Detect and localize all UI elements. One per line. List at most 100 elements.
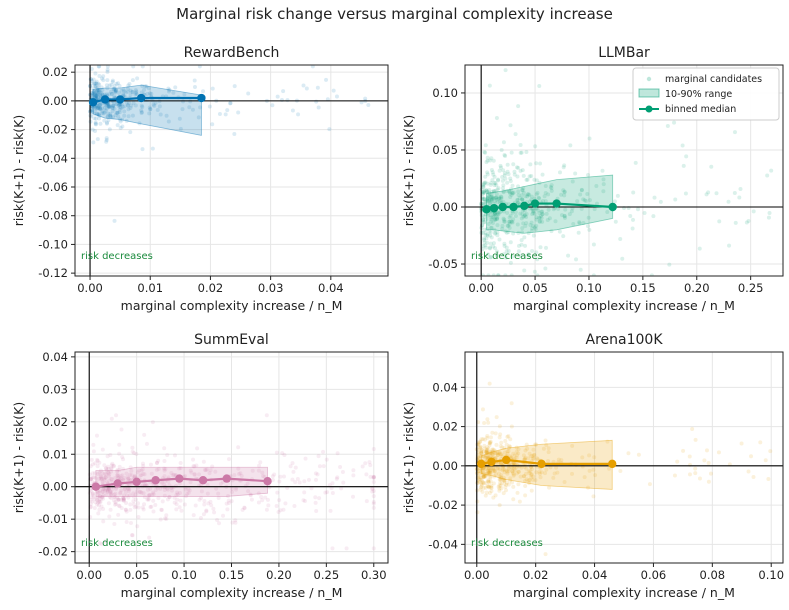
scatter-point [498, 480, 503, 485]
scatter-point [160, 499, 165, 504]
scatter-point [119, 427, 124, 432]
axes-frame [464, 64, 784, 277]
scatter-point [630, 226, 635, 231]
scatter-point [523, 448, 528, 453]
scatter-point [104, 83, 109, 88]
scatter-point [489, 235, 494, 240]
scatter-point [482, 199, 487, 204]
scatter-point [103, 472, 108, 477]
scatter-point [529, 194, 534, 199]
scatter-point [102, 472, 107, 477]
scatter-point [505, 180, 510, 185]
scatter-point [557, 170, 562, 175]
scatter-point [236, 445, 241, 450]
scatter-point [478, 439, 483, 444]
scatter-point [605, 439, 610, 444]
scatter-point [138, 489, 143, 494]
scatter-point [482, 236, 487, 241]
scatter-point [488, 226, 493, 231]
scatter-point [494, 195, 499, 200]
scatter-point [131, 502, 136, 507]
scatter-point [197, 497, 202, 502]
scatter-point [491, 196, 496, 201]
panel-llmbar: 0.00 0.05 0.10 0.15 0.20 0.25-0.050.000.050.1… [401, 45, 784, 313]
scatter-point [151, 498, 156, 503]
scatter-point [486, 221, 491, 226]
scatter-point [116, 497, 121, 502]
scatter-point [732, 190, 737, 195]
scatter-point [96, 81, 101, 86]
scatter-point [487, 470, 492, 475]
scatter-point [96, 85, 101, 90]
scatter-point [513, 210, 518, 215]
scatter-point [489, 215, 494, 220]
scatter-point [697, 476, 702, 481]
scatter-point [263, 495, 268, 500]
panel-title: SummEval [194, 332, 269, 348]
scatter-point [501, 475, 506, 480]
scatter-point [93, 500, 98, 505]
scatter-point [534, 442, 539, 447]
scatter-point [127, 472, 132, 477]
scatter-point [502, 171, 507, 176]
scatter-point [91, 442, 96, 447]
scatter-point [506, 468, 511, 473]
scatter-point [122, 475, 127, 480]
scatter-point [485, 433, 490, 438]
scatter-point [109, 416, 114, 421]
scatter-point [480, 468, 485, 473]
scatter-point [351, 473, 356, 478]
scatter-point [503, 273, 508, 276]
scatter-point [118, 105, 123, 110]
scatter-point [109, 496, 114, 501]
x-tick-label: 0.25 [738, 281, 764, 295]
scatter-point [166, 89, 171, 94]
scatter-point [528, 223, 533, 228]
scatter-point [151, 509, 156, 514]
scatter-point [480, 273, 485, 276]
scatter-point [162, 474, 167, 479]
scatter-point [530, 206, 535, 211]
scatter-point [531, 456, 536, 461]
scatter-point [488, 212, 493, 217]
scatter-point [497, 435, 502, 440]
scatter-point [551, 475, 556, 480]
scatter-point [98, 476, 103, 481]
scatter-point [93, 81, 98, 86]
y-tick-label: -0.06 [38, 180, 68, 194]
scatter-point [486, 446, 491, 451]
scatter-point [129, 473, 134, 478]
scatter-point [502, 478, 507, 483]
scatter-point [576, 230, 581, 235]
scatter-point [534, 250, 539, 255]
scatter-point [605, 209, 610, 214]
scatter-point [93, 83, 98, 88]
scatter-point [98, 121, 103, 126]
scatter-point [126, 114, 131, 119]
scatter-point [488, 466, 493, 471]
scatter-point [108, 491, 113, 496]
scatter-point [518, 150, 523, 155]
scatter-point [485, 227, 490, 232]
scatter-point [503, 485, 508, 490]
scatter-point [185, 491, 190, 496]
scatter-point [680, 143, 685, 148]
scatter-point [182, 92, 187, 97]
scatter-point [162, 459, 167, 464]
scatter-point [531, 447, 536, 452]
scatter-point [93, 94, 98, 99]
scatter-point [486, 484, 491, 489]
scatter-point [502, 445, 507, 450]
scatter-point [162, 493, 167, 498]
scatter-point [201, 512, 206, 517]
scatter-point [199, 496, 204, 501]
scatter-point [97, 507, 102, 512]
scatter-point [493, 213, 498, 218]
scatter-point [498, 163, 503, 168]
scatter-point [540, 212, 545, 217]
scatter-point [103, 108, 108, 113]
scatter-point [101, 493, 106, 498]
scatter-point [370, 486, 375, 491]
scatter-point [198, 105, 203, 110]
scatter-point [733, 220, 738, 225]
